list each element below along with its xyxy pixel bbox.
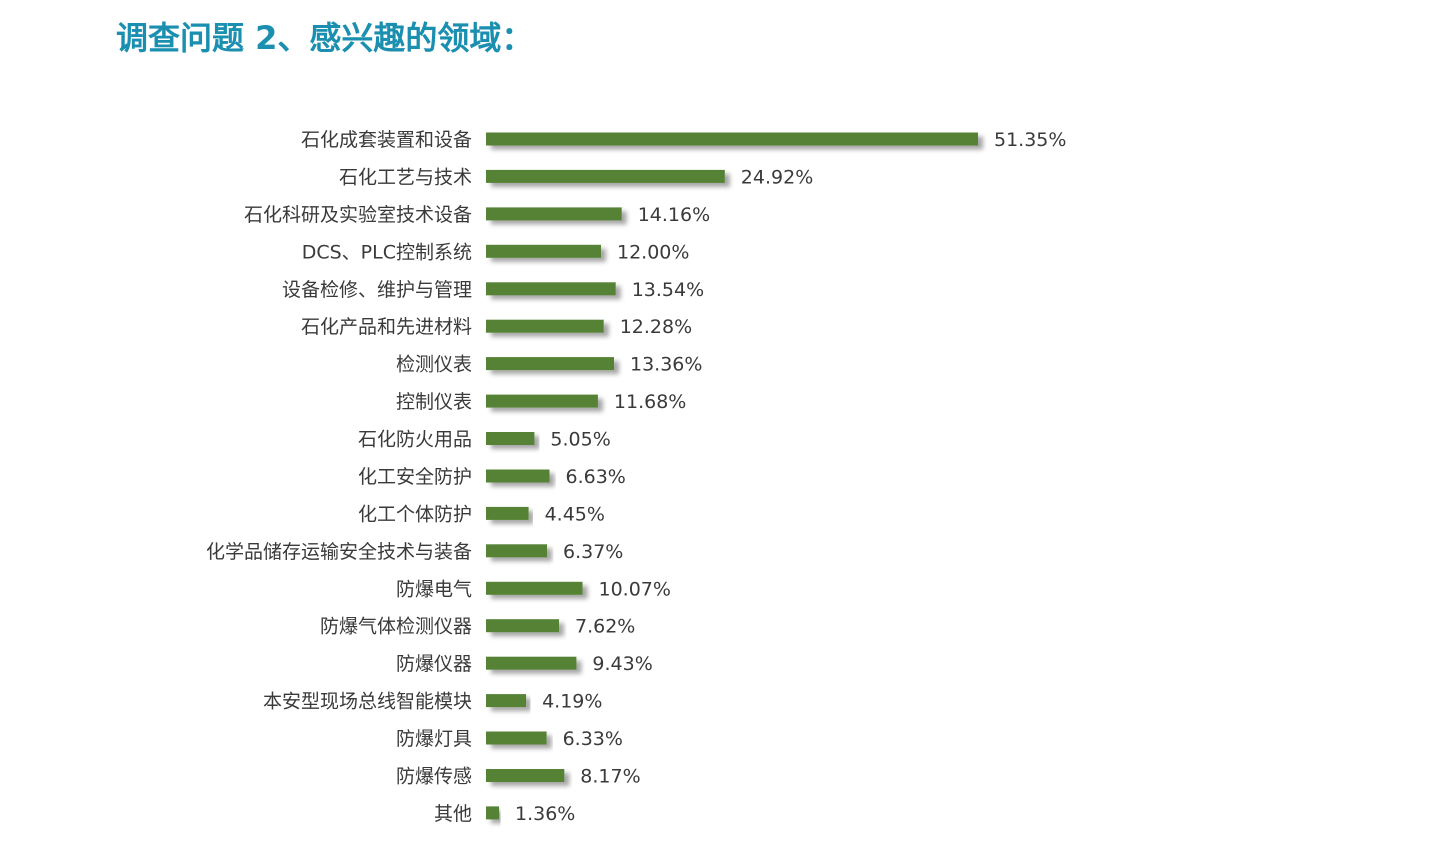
bar bbox=[486, 207, 622, 221]
bar bbox=[486, 469, 550, 483]
bars-group bbox=[486, 132, 978, 820]
value-label: 9.43% bbox=[592, 653, 652, 675]
category-label: 石化工艺与技术 bbox=[339, 166, 472, 188]
bar bbox=[486, 282, 616, 296]
page-title: 调查问题 2、感兴趣的领域： bbox=[116, 19, 534, 57]
bar bbox=[486, 769, 565, 782]
bar bbox=[486, 544, 547, 558]
value-label: 8.17% bbox=[580, 766, 640, 788]
value-labels: 51.35% 24.92% 14.16% 12.00% 13.54% 12.28% 13.3… bbox=[515, 129, 1066, 825]
bar bbox=[486, 619, 559, 633]
bar bbox=[486, 132, 978, 146]
value-label: 51.35% bbox=[994, 129, 1066, 151]
value-label: 10.07% bbox=[599, 578, 671, 600]
category-label: DCS、PLC控制系统 bbox=[302, 241, 472, 263]
category-label: 防爆气体检测仪器 bbox=[320, 616, 472, 638]
value-label: 13.36% bbox=[630, 354, 702, 376]
bar bbox=[486, 394, 598, 408]
bar bbox=[486, 244, 601, 258]
category-label: 控制仪表 bbox=[396, 391, 472, 413]
category-label: 石化科研及实验室技术设备 bbox=[244, 204, 472, 226]
category-label: 石化防火用品 bbox=[358, 429, 472, 451]
category-label: 本安型现场总线智能模块 bbox=[263, 691, 472, 713]
bar bbox=[486, 694, 527, 708]
value-label: 6.37% bbox=[563, 541, 623, 563]
category-label: 防爆灯具 bbox=[396, 728, 472, 750]
bar bbox=[486, 357, 614, 371]
category-label: 石化产品和先进材料 bbox=[301, 316, 472, 338]
category-label: 检测仪表 bbox=[396, 354, 472, 376]
bar bbox=[486, 506, 529, 520]
bar bbox=[486, 169, 725, 183]
value-label: 14.16% bbox=[638, 204, 710, 226]
category-label: 化工安全防护 bbox=[358, 466, 472, 488]
bar bbox=[486, 656, 577, 670]
category-label: 设备检修、维护与管理 bbox=[282, 279, 472, 301]
value-label: 11.68% bbox=[614, 391, 686, 413]
bar bbox=[486, 319, 604, 333]
category-label: 化学品储存运输安全技术与装备 bbox=[206, 541, 472, 563]
value-label: 1.36% bbox=[515, 803, 575, 825]
value-label: 4.45% bbox=[545, 503, 605, 525]
value-label: 5.05% bbox=[550, 429, 610, 451]
category-label: 防爆电气 bbox=[396, 578, 472, 600]
value-label: 12.00% bbox=[617, 241, 689, 263]
value-label: 6.63% bbox=[566, 466, 626, 488]
value-label: 12.28% bbox=[620, 316, 692, 338]
bar bbox=[486, 806, 499, 820]
value-label: 6.33% bbox=[563, 728, 623, 750]
category-label: 其他 bbox=[434, 803, 472, 825]
bar bbox=[486, 731, 547, 745]
bar bbox=[486, 432, 535, 445]
category-label: 防爆仪器 bbox=[396, 653, 472, 675]
category-label: 防爆传感 bbox=[396, 766, 472, 788]
value-label: 13.54% bbox=[632, 279, 704, 301]
value-label: 7.62% bbox=[575, 616, 635, 638]
value-label: 4.19% bbox=[542, 691, 602, 713]
category-label: 化工个体防护 bbox=[358, 503, 472, 525]
value-label: 24.92% bbox=[741, 166, 813, 188]
category-label: 石化成套装置和设备 bbox=[301, 129, 472, 151]
bar bbox=[486, 581, 583, 595]
